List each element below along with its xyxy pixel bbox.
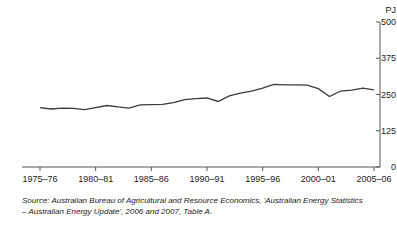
x-tick [95, 167, 96, 171]
x-tick [374, 167, 375, 171]
x-axis [22, 167, 380, 168]
y-tick-label: 125 [381, 126, 396, 136]
x-tick [151, 167, 152, 171]
x-tick-label: 1980–81 [78, 174, 113, 184]
x-tick-label: 1975–76 [22, 174, 57, 184]
x-tick-label: 1990–91 [189, 174, 224, 184]
y-tick [376, 167, 380, 168]
x-tick [40, 167, 41, 171]
x-tick [318, 167, 319, 171]
y-tick-label: 0 [391, 162, 396, 172]
x-tick-label: 1995–96 [245, 174, 280, 184]
x-tick-label: 2000–01 [301, 174, 336, 184]
plot-area [40, 84, 374, 109]
data-line [40, 84, 374, 109]
y-tick-label: 250 [381, 90, 396, 100]
source-note: – Australian Energy Update', 2006 and 20… [21, 207, 212, 216]
y-tick [376, 94, 380, 95]
y-axis-label: PJ [385, 5, 396, 15]
x-tick-label: 2005–06 [356, 174, 391, 184]
x-tick-label: 1985–86 [134, 174, 169, 184]
x-tick [262, 167, 263, 171]
y-tick [376, 22, 380, 23]
y-tick-label: 500 [381, 17, 396, 27]
chart: 0 125 250 375 500 PJ 1975–76 1980–81 1985–86 1990… [0, 0, 397, 227]
y-tick [376, 130, 380, 131]
source-note: Source: Australian Bureau of Agricultura… [22, 196, 363, 205]
x-tick [207, 167, 208, 171]
y-tick [376, 58, 380, 59]
y-tick-label: 375 [381, 53, 396, 63]
